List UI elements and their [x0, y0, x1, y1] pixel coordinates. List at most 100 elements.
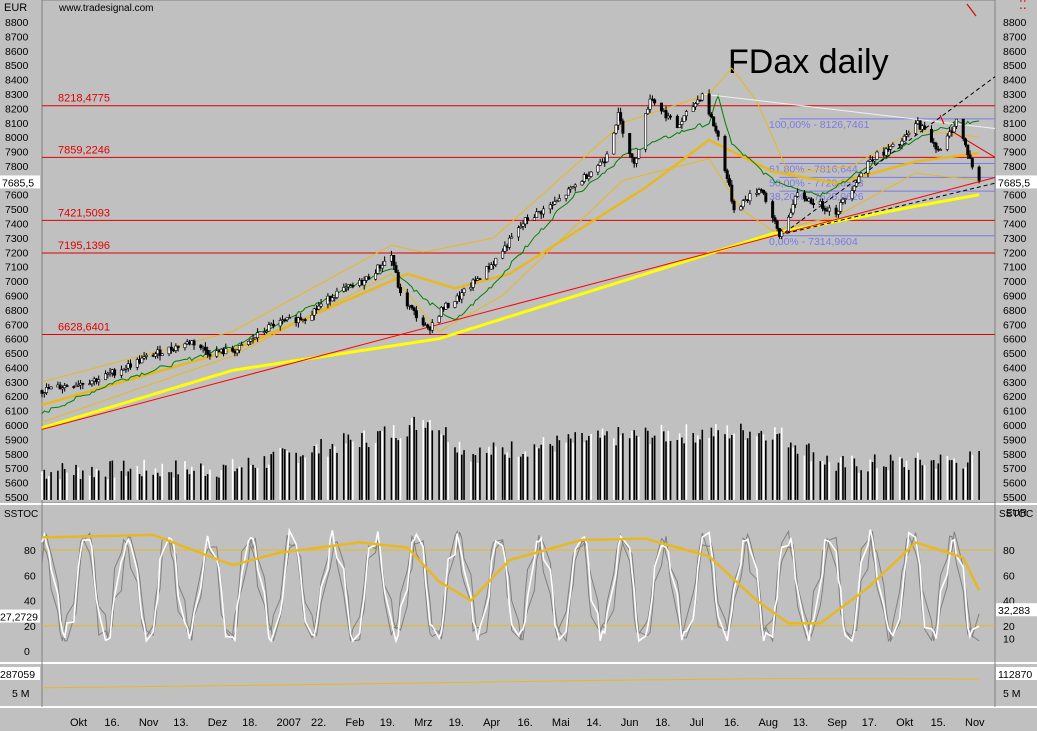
volume-bar: [159, 476, 161, 500]
candle-body: [664, 110, 668, 119]
price-tick-right: 7900: [1003, 147, 1027, 159]
candle-body: [811, 203, 815, 205]
candle-body: [158, 349, 162, 356]
volume-bar: [760, 430, 763, 500]
stoch-tick-left: 60: [24, 570, 36, 582]
candle-body: [392, 254, 396, 266]
volume-bar: [914, 457, 917, 500]
candle-body: [939, 149, 943, 151]
stoch-tick-left: 40: [24, 596, 36, 608]
chart-title: FDax daily: [728, 43, 889, 81]
candle-body: [634, 158, 638, 164]
candle-body: [256, 332, 260, 339]
volume-bar: [619, 435, 622, 500]
volume-bar: [581, 433, 583, 500]
volume-bar: [953, 458, 955, 500]
candle-body: [884, 148, 888, 156]
price-tick-left: 5800: [5, 449, 29, 461]
volume-bar: [288, 452, 291, 500]
price-tick-left: 6100: [5, 406, 29, 418]
volume-bar: [837, 462, 840, 500]
volume-bar: [456, 452, 459, 500]
candle-body: [224, 348, 228, 355]
x-tick-label: Jun: [621, 717, 639, 729]
volume-bar: [696, 435, 699, 500]
volume-bar: [653, 435, 656, 500]
currency-left-label: EUR: [4, 2, 27, 14]
volume-bar: [381, 431, 384, 500]
price-tick-left: 6300: [5, 377, 29, 389]
candle-body: [712, 116, 716, 127]
volume-bar: [392, 425, 395, 500]
price-tick-right: 7300: [1003, 233, 1027, 245]
candle-body: [183, 343, 187, 349]
candle-body: [446, 302, 450, 308]
price-tick-left: 7800: [5, 161, 29, 173]
volume-bar: [383, 426, 386, 500]
fibonacci-label: 0,00% - 7314,9604: [769, 236, 858, 248]
x-tick-label: Aug: [758, 717, 778, 729]
x-tick-label: 16.: [518, 717, 533, 729]
stoch-tick-right: 40: [1003, 596, 1015, 608]
volume-bar: [508, 457, 511, 500]
volume-bar: [315, 444, 318, 500]
candle-body: [426, 324, 430, 328]
volume-bar: [488, 446, 490, 500]
price-tick-right: 8300: [1003, 89, 1027, 101]
stoch-tick-left: 80: [24, 545, 36, 557]
candle-body: [108, 372, 112, 375]
volume-bar: [445, 427, 447, 500]
candle-body: [283, 319, 287, 321]
volume-bar: [590, 433, 592, 500]
volume-bar: [302, 455, 304, 500]
candle-body: [628, 133, 632, 155]
volume-bar: [526, 456, 529, 500]
candle-body: [891, 143, 895, 147]
volume-bar: [186, 469, 189, 500]
volume-bar: [771, 439, 774, 500]
candle-body: [310, 314, 314, 321]
stoch-value-box-right: [996, 603, 1037, 617]
volume-bar: [633, 430, 636, 500]
volume-bar: [522, 454, 524, 500]
volume-bar: [665, 441, 667, 500]
candle-body: [122, 368, 126, 371]
volume-bar: [206, 474, 209, 500]
candle-body: [49, 386, 53, 390]
candle-body: [954, 118, 958, 127]
candle-body: [757, 189, 761, 194]
candle-body: [619, 112, 623, 122]
candle-body: [802, 192, 806, 199]
volume-bar: [422, 419, 424, 500]
volume-bar: [202, 465, 204, 500]
volume-bar: [669, 440, 672, 500]
candle-body: [523, 217, 527, 225]
volume-bar: [109, 461, 111, 500]
candle-body: [684, 111, 688, 117]
volume-bar: [145, 470, 148, 500]
price-tick-right: 5500: [1003, 492, 1027, 504]
candle-body: [174, 345, 178, 351]
candle-body: [460, 292, 464, 300]
candle-body: [682, 115, 686, 122]
volume-bar: [892, 460, 894, 500]
candle-body: [60, 387, 64, 390]
fibonacci-label: 38,20% - 7625,0626: [769, 191, 864, 203]
volume-bar: [363, 430, 366, 500]
price-tick-right: 6400: [1003, 362, 1027, 374]
candle-body: [630, 153, 634, 158]
volume-bar: [299, 456, 302, 500]
volume-bar: [744, 439, 747, 500]
volume-bar: [281, 448, 284, 500]
stoch-signal-line: [41, 533, 981, 625]
volume-bar: [780, 427, 783, 500]
candle-body: [970, 158, 974, 168]
candle-body: [900, 140, 904, 146]
volume-bar: [901, 458, 903, 500]
volume-bar: [136, 466, 139, 500]
volume-bar: [88, 475, 91, 500]
resistance-level-label: 8218,4775: [58, 93, 110, 105]
volume-bar: [143, 459, 145, 500]
candle-body: [680, 121, 684, 125]
candle-body: [605, 153, 609, 163]
